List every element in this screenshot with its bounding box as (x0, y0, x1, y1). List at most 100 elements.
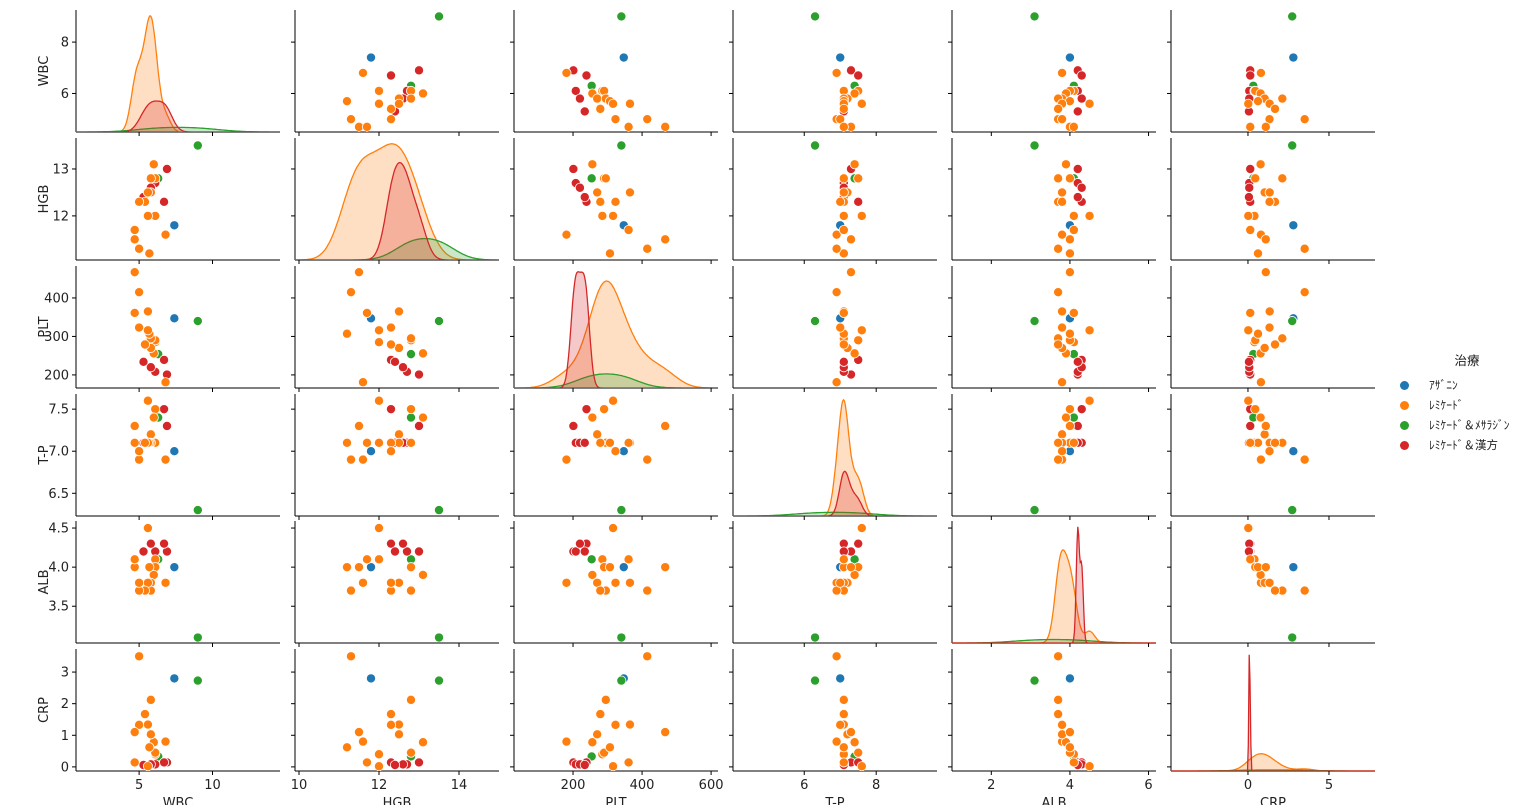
scatter-point (1057, 67, 1068, 78)
scatter-point (1072, 106, 1083, 117)
scatter-point (389, 546, 400, 557)
scatter-group (561, 651, 671, 771)
scatter-point (592, 93, 603, 104)
scatter-point (365, 562, 376, 573)
scatter-point (1243, 523, 1254, 534)
scatter-point (413, 757, 424, 768)
scatter-point (134, 719, 145, 730)
scatter-point (361, 307, 372, 318)
scatter-point (1053, 437, 1064, 448)
panel-HGB-vs-ALB (948, 138, 1156, 264)
scatter-point (846, 234, 857, 245)
scatter-point (341, 96, 352, 107)
scatter-point (1270, 585, 1281, 596)
scatter-point (1288, 446, 1299, 457)
scatter-point (838, 224, 849, 235)
scatter-point (169, 313, 180, 324)
scatter-point (129, 420, 140, 431)
scatter-point (1064, 673, 1075, 684)
scatter-point (1253, 96, 1264, 107)
panel-CRP-vs-CRP: 0 5 CRP (1167, 649, 1375, 805)
y-tick-label: 13 (52, 162, 69, 177)
scatter-point (616, 632, 627, 643)
x-tick-label: 6 (800, 778, 808, 793)
scatter-group (1029, 11, 1095, 132)
scatter-point (160, 229, 171, 240)
scatter-point (838, 173, 849, 184)
scatter-point (145, 429, 156, 440)
scatter-point (835, 322, 846, 333)
scatter-point (161, 420, 172, 431)
scatter-point (373, 337, 384, 348)
kde-line-ﾚﾐｹｰﾄﾞ＆漢方 (76, 100, 280, 132)
scatter-point (385, 404, 396, 415)
kde-group (1171, 654, 1375, 771)
scatter-group (1243, 395, 1310, 516)
scatter-point (1288, 220, 1299, 231)
scatter-point (144, 562, 155, 573)
scatter-point (846, 267, 857, 278)
scatter-point (1053, 243, 1064, 254)
scatter-point (1057, 114, 1068, 125)
scatter-point (134, 446, 145, 457)
kde-group (733, 398, 937, 516)
scatter-point (1264, 187, 1275, 198)
y-axis-label: T-P (37, 445, 52, 465)
y-axis-label: PLT (37, 316, 52, 337)
kde-group (295, 143, 499, 260)
scatter-point (623, 224, 634, 235)
scatter-point (1264, 446, 1275, 457)
scatter-point (405, 349, 416, 360)
scatter-point (1277, 333, 1288, 344)
scatter-point (142, 761, 153, 771)
panel-PLT-vs-HGB (291, 266, 499, 392)
scatter-point (129, 437, 140, 448)
scatter-point (1243, 98, 1254, 109)
scatter-point (831, 377, 842, 388)
scatter-point (385, 339, 396, 350)
scatter-point (581, 70, 592, 81)
scatter-point (345, 454, 356, 465)
scatter-point (568, 163, 579, 174)
scatter-group (129, 267, 203, 388)
scatter-point (1064, 267, 1075, 278)
scatter-point (353, 562, 364, 573)
scatter-point (393, 98, 404, 109)
y-tick-label: 7.5 (48, 403, 69, 418)
scatter-point (145, 729, 156, 740)
scatter-point (1255, 454, 1266, 465)
scatter-point (1288, 562, 1299, 573)
kde-fill-ﾚﾐｹｰﾄﾞ＆漢方 (1171, 654, 1375, 771)
scatter-point (561, 577, 572, 588)
y-tick-label: 12 (52, 209, 69, 224)
scatter-point (642, 243, 653, 254)
x-tick-label: 200 (561, 778, 586, 793)
scatter-point (592, 729, 603, 740)
scatter-point (595, 196, 606, 207)
kde-group (76, 14, 280, 132)
scatter-point (1084, 395, 1095, 406)
x-tick-label: 0 (1244, 778, 1252, 793)
scatter-point (1270, 437, 1281, 448)
scatter-point (838, 554, 849, 565)
scatter-group (341, 395, 444, 516)
kde-group (952, 526, 1156, 643)
scatter-point (610, 196, 621, 207)
scatter-point (357, 67, 368, 78)
scatter-point (129, 757, 140, 768)
legend-item-remicade: ﾚﾐｹｰﾄﾞ (1392, 395, 1532, 415)
scatter-point (853, 747, 864, 758)
scatter-point (1270, 103, 1281, 114)
legend-marker-icon (1400, 440, 1409, 450)
scatter-group (810, 140, 867, 259)
scatter-point (1064, 52, 1075, 63)
kde-line-ﾚﾐｹｰﾄﾞ (952, 549, 1156, 643)
scatter-point (1245, 554, 1256, 565)
x-axis-label: WBC (163, 796, 194, 805)
scatter-point (341, 562, 352, 573)
x-axis-label: ALB (1041, 796, 1066, 805)
scatter-point (835, 196, 846, 207)
scatter-point (1057, 306, 1068, 317)
scatter-point (1064, 404, 1075, 415)
kde-line-ﾚﾐｹｰﾄﾞ＆漢方 (733, 470, 937, 516)
